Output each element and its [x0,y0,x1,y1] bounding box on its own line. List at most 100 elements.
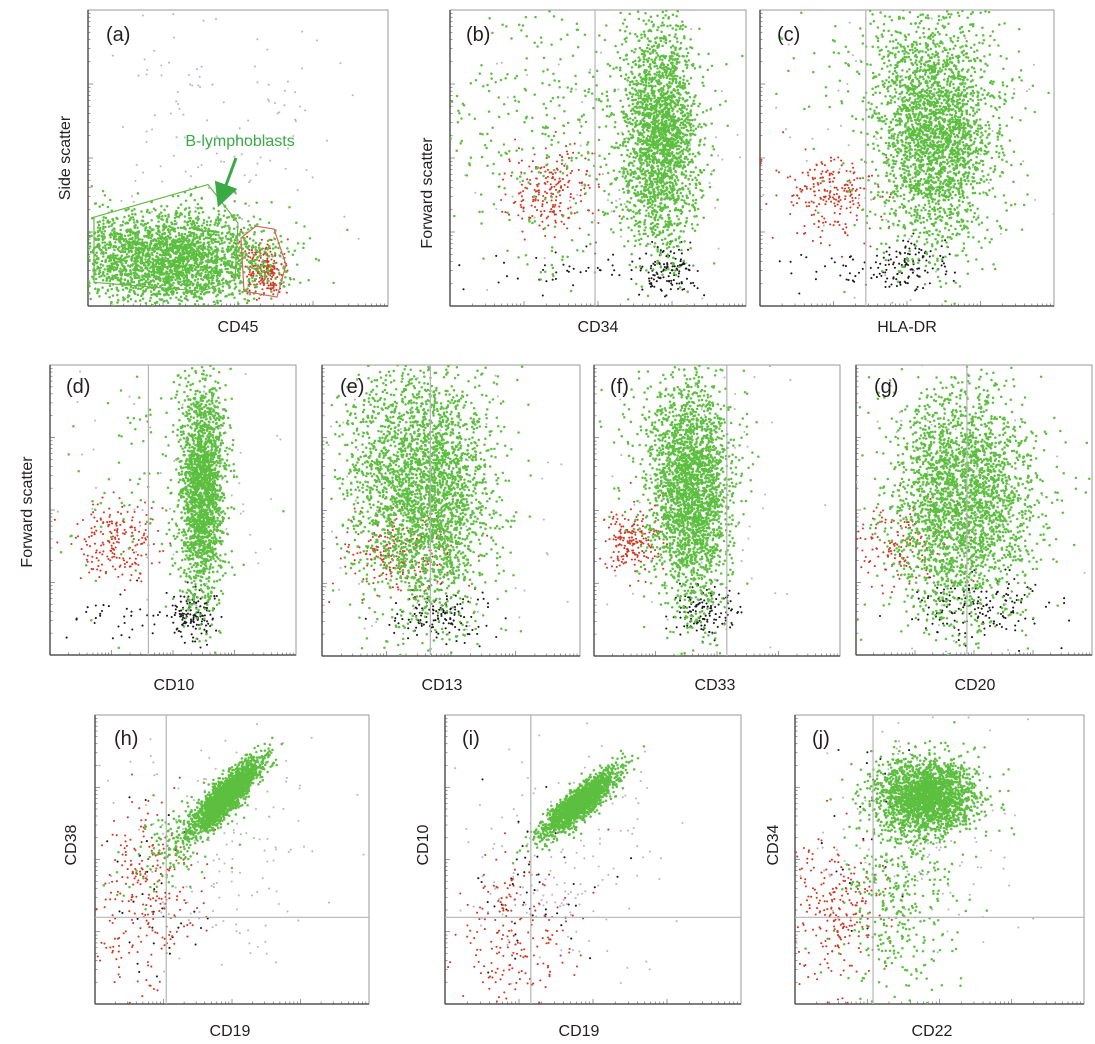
blast-event [666,253,670,256]
blast-event [149,236,153,240]
lymph-event [520,206,523,209]
blast-event [113,234,117,237]
debris-event [688,264,691,267]
blast-event [685,47,688,51]
blast-event [101,246,105,249]
blast-event [160,260,164,263]
blast-event [149,296,153,300]
blast-event [680,117,684,121]
lymph-event [270,258,273,261]
lymph-event [546,180,549,183]
blast-event [690,159,694,162]
blast-event [638,232,641,236]
blast-event [109,270,112,274]
blast-event [726,124,729,127]
lymph-event [522,199,525,202]
lymph-event [504,193,507,196]
debris-event [677,275,680,278]
blast-event [135,267,139,270]
blast-event [141,238,144,241]
debris-event [673,252,676,255]
blast-event [655,161,659,165]
blast-event [346,228,349,232]
blast-event [173,227,177,231]
lymph-event [567,181,570,184]
blast-event [625,124,629,128]
blast-event [194,210,197,213]
blast-event [227,293,231,296]
blast-event [178,261,182,265]
blast-event [103,235,106,238]
blast-event [219,299,222,303]
lymph-event [573,142,576,145]
blast-event [167,215,170,218]
lymph-event [554,203,557,206]
blast-event [203,267,207,270]
blast-event [193,243,197,246]
blast-event [106,205,110,209]
other-event [304,109,307,112]
lymph-event [555,160,559,163]
debris-event [551,278,554,281]
blast-event [104,251,108,255]
blast-event [175,291,179,295]
blast-event [647,214,651,218]
blast-event [234,285,238,289]
lymph-event [587,184,590,187]
blast-event [186,259,189,263]
other-event [211,83,214,86]
lymph-event [569,172,572,175]
blast-event [214,218,218,222]
blast-event [123,278,127,281]
blast-event [222,277,225,280]
blast-event [699,170,703,174]
blast-event [88,258,91,262]
blast-event [282,281,285,284]
blast-event [682,126,686,130]
debris-event [688,269,691,272]
blast-event [667,154,671,157]
blast-event [136,192,140,195]
debris-event [680,252,683,255]
blast-event [150,270,153,274]
blast-event [171,273,175,276]
blast-event [193,288,197,291]
blast-event [197,217,200,221]
blast-event [89,251,93,254]
other-event [111,54,114,57]
blast-event [653,59,657,62]
blast-event [661,143,665,147]
blast-event [630,95,634,99]
lymph-event [551,193,555,196]
blast-event [647,65,651,69]
blast-event [644,94,648,97]
blast-event [247,219,250,223]
blast-event [256,267,259,271]
lymph-event [275,288,278,292]
blast-event [177,273,180,276]
debris-event [647,271,650,274]
blast-event [239,230,242,234]
blast-event [702,84,705,87]
lymph-event [553,178,557,181]
blast-event [685,148,688,152]
other-event [249,179,252,182]
lymph-event [529,178,532,182]
blast-event [159,248,163,252]
blast-event [127,207,130,211]
blast-event [625,25,629,29]
blast-event [228,228,231,231]
blast-event [174,239,177,242]
blast-event [138,275,141,278]
blast-event [238,292,242,295]
blast-event [638,46,642,50]
lymph-event [267,265,270,268]
other-event [710,170,713,173]
blast-event [102,232,105,236]
lymph-event [551,173,554,176]
blast-event [635,106,639,110]
blast-event [659,250,662,254]
blast-event [181,240,184,244]
blast-event [128,229,132,233]
blast-event [121,220,125,223]
